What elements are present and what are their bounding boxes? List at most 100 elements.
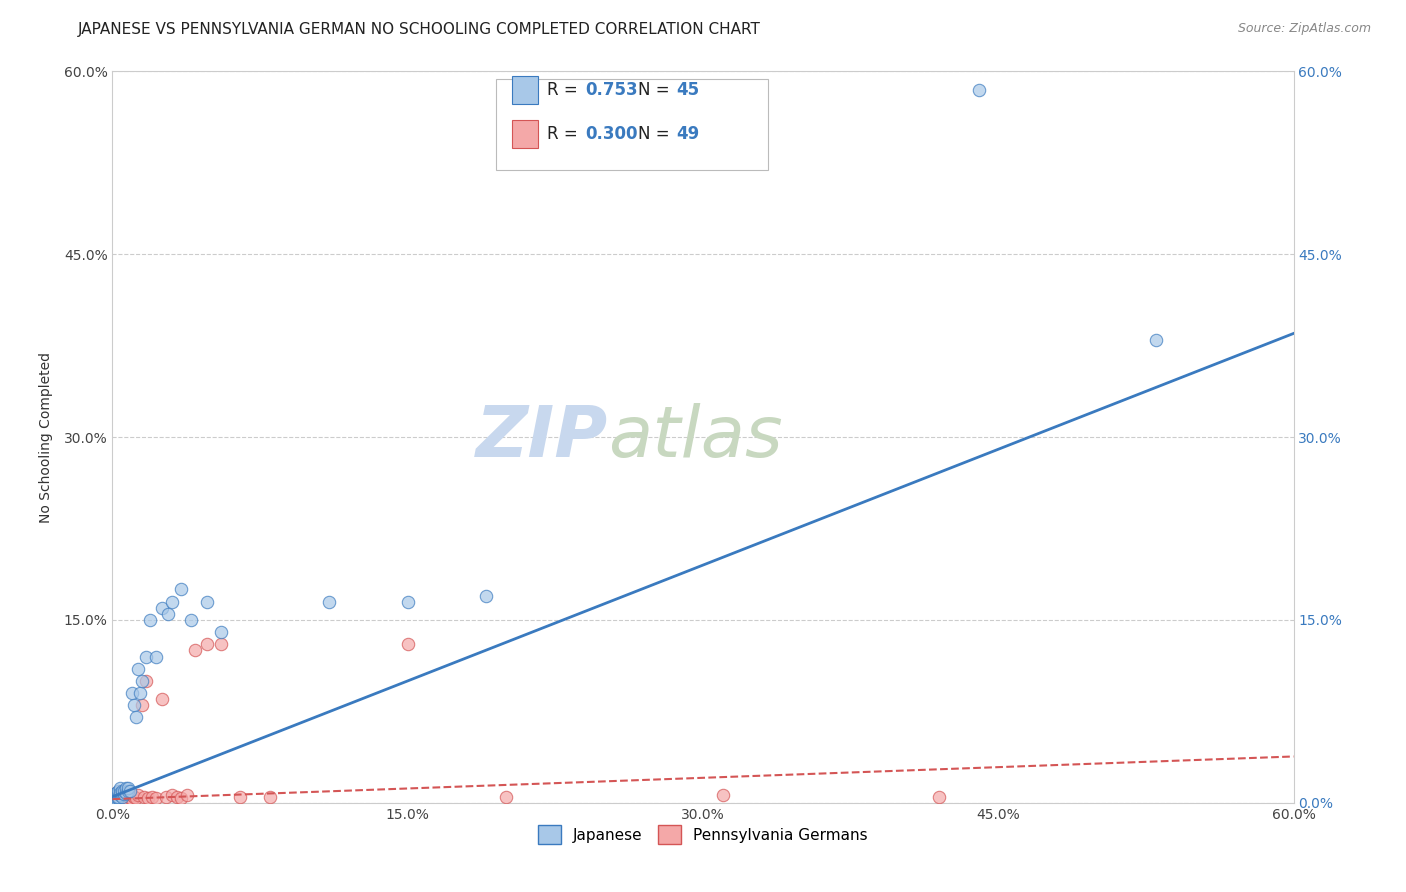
Point [155, 789, 177, 804]
Point [115, 791, 138, 805]
Text: 0.753: 0.753 [585, 81, 637, 99]
Point [115, 786, 138, 800]
Point [122, 698, 145, 713]
Point [156, 607, 179, 621]
Point [135, 649, 157, 664]
Point [170, 791, 193, 805]
Point [112, 787, 135, 801]
Point [103, 789, 125, 804]
Point [110, 785, 132, 799]
Point [160, 594, 183, 608]
Point [110, 792, 132, 806]
Point [1144, 333, 1167, 347]
Point [115, 781, 138, 796]
Point [117, 783, 139, 797]
Point [127, 789, 149, 803]
Point [105, 789, 128, 803]
Point [107, 783, 129, 797]
Point [136, 791, 159, 805]
Point [110, 789, 132, 803]
FancyBboxPatch shape [512, 120, 537, 148]
Point [495, 789, 517, 804]
Point [107, 789, 129, 804]
Point [131, 698, 153, 713]
Point [110, 786, 132, 800]
Point [139, 613, 162, 627]
Point [107, 791, 129, 805]
Point [107, 789, 129, 804]
Point [103, 787, 125, 801]
Point [176, 789, 198, 803]
Text: ZIP: ZIP [477, 402, 609, 472]
Point [318, 594, 340, 608]
Point [259, 789, 281, 804]
Point [121, 789, 143, 803]
Point [131, 673, 153, 688]
Point [107, 793, 129, 807]
Point [209, 637, 232, 651]
Point [132, 789, 155, 804]
Point [105, 792, 128, 806]
Point [160, 789, 183, 803]
Point [105, 786, 128, 800]
Point [396, 594, 419, 608]
Point [111, 786, 134, 800]
Point [115, 786, 138, 800]
Point [195, 637, 218, 651]
Point [122, 789, 145, 804]
Point [103, 787, 125, 801]
Text: R =: R = [547, 81, 583, 99]
Point [121, 686, 143, 700]
Point [711, 789, 734, 803]
Point [103, 792, 125, 806]
Point [105, 789, 128, 804]
Point [105, 786, 128, 800]
Text: JAPANESE VS PENNSYLVANIA GERMAN NO SCHOOLING COMPLETED CORRELATION CHART: JAPANESE VS PENNSYLVANIA GERMAN NO SCHOO… [77, 22, 761, 37]
Legend: Japanese, Pennsylvania Germans: Japanese, Pennsylvania Germans [531, 819, 875, 850]
Point [111, 783, 134, 797]
Point [145, 791, 167, 805]
FancyBboxPatch shape [512, 77, 537, 104]
FancyBboxPatch shape [496, 78, 768, 170]
Point [103, 791, 125, 805]
Point [145, 649, 167, 664]
Point [112, 787, 135, 801]
Point [111, 793, 134, 807]
Point [110, 789, 132, 803]
Point [141, 789, 163, 804]
Point [112, 792, 135, 806]
Point [112, 783, 135, 797]
Point [125, 791, 148, 805]
Point [120, 791, 142, 805]
Text: 45: 45 [676, 81, 699, 99]
Point [111, 789, 134, 804]
Point [103, 789, 125, 804]
Point [121, 792, 143, 806]
Text: atlas: atlas [609, 402, 783, 472]
Point [105, 791, 128, 805]
Point [110, 781, 132, 796]
Point [105, 793, 128, 807]
Point [195, 594, 218, 608]
Point [111, 783, 134, 797]
Text: N =: N = [638, 125, 675, 144]
Text: 49: 49 [676, 125, 699, 144]
Point [125, 710, 148, 724]
Y-axis label: No Schooling Completed: No Schooling Completed [38, 351, 52, 523]
Point [129, 686, 152, 700]
Point [117, 792, 139, 806]
Point [209, 625, 232, 640]
Point [117, 787, 139, 801]
Point [107, 787, 129, 801]
Point [107, 786, 129, 800]
Point [105, 789, 128, 803]
Text: N =: N = [638, 81, 675, 99]
Point [111, 789, 134, 804]
Point [396, 637, 419, 651]
Point [150, 600, 173, 615]
Point [180, 613, 202, 627]
Point [475, 589, 498, 603]
Point [166, 789, 188, 804]
Point [184, 643, 207, 657]
Point [170, 582, 193, 597]
